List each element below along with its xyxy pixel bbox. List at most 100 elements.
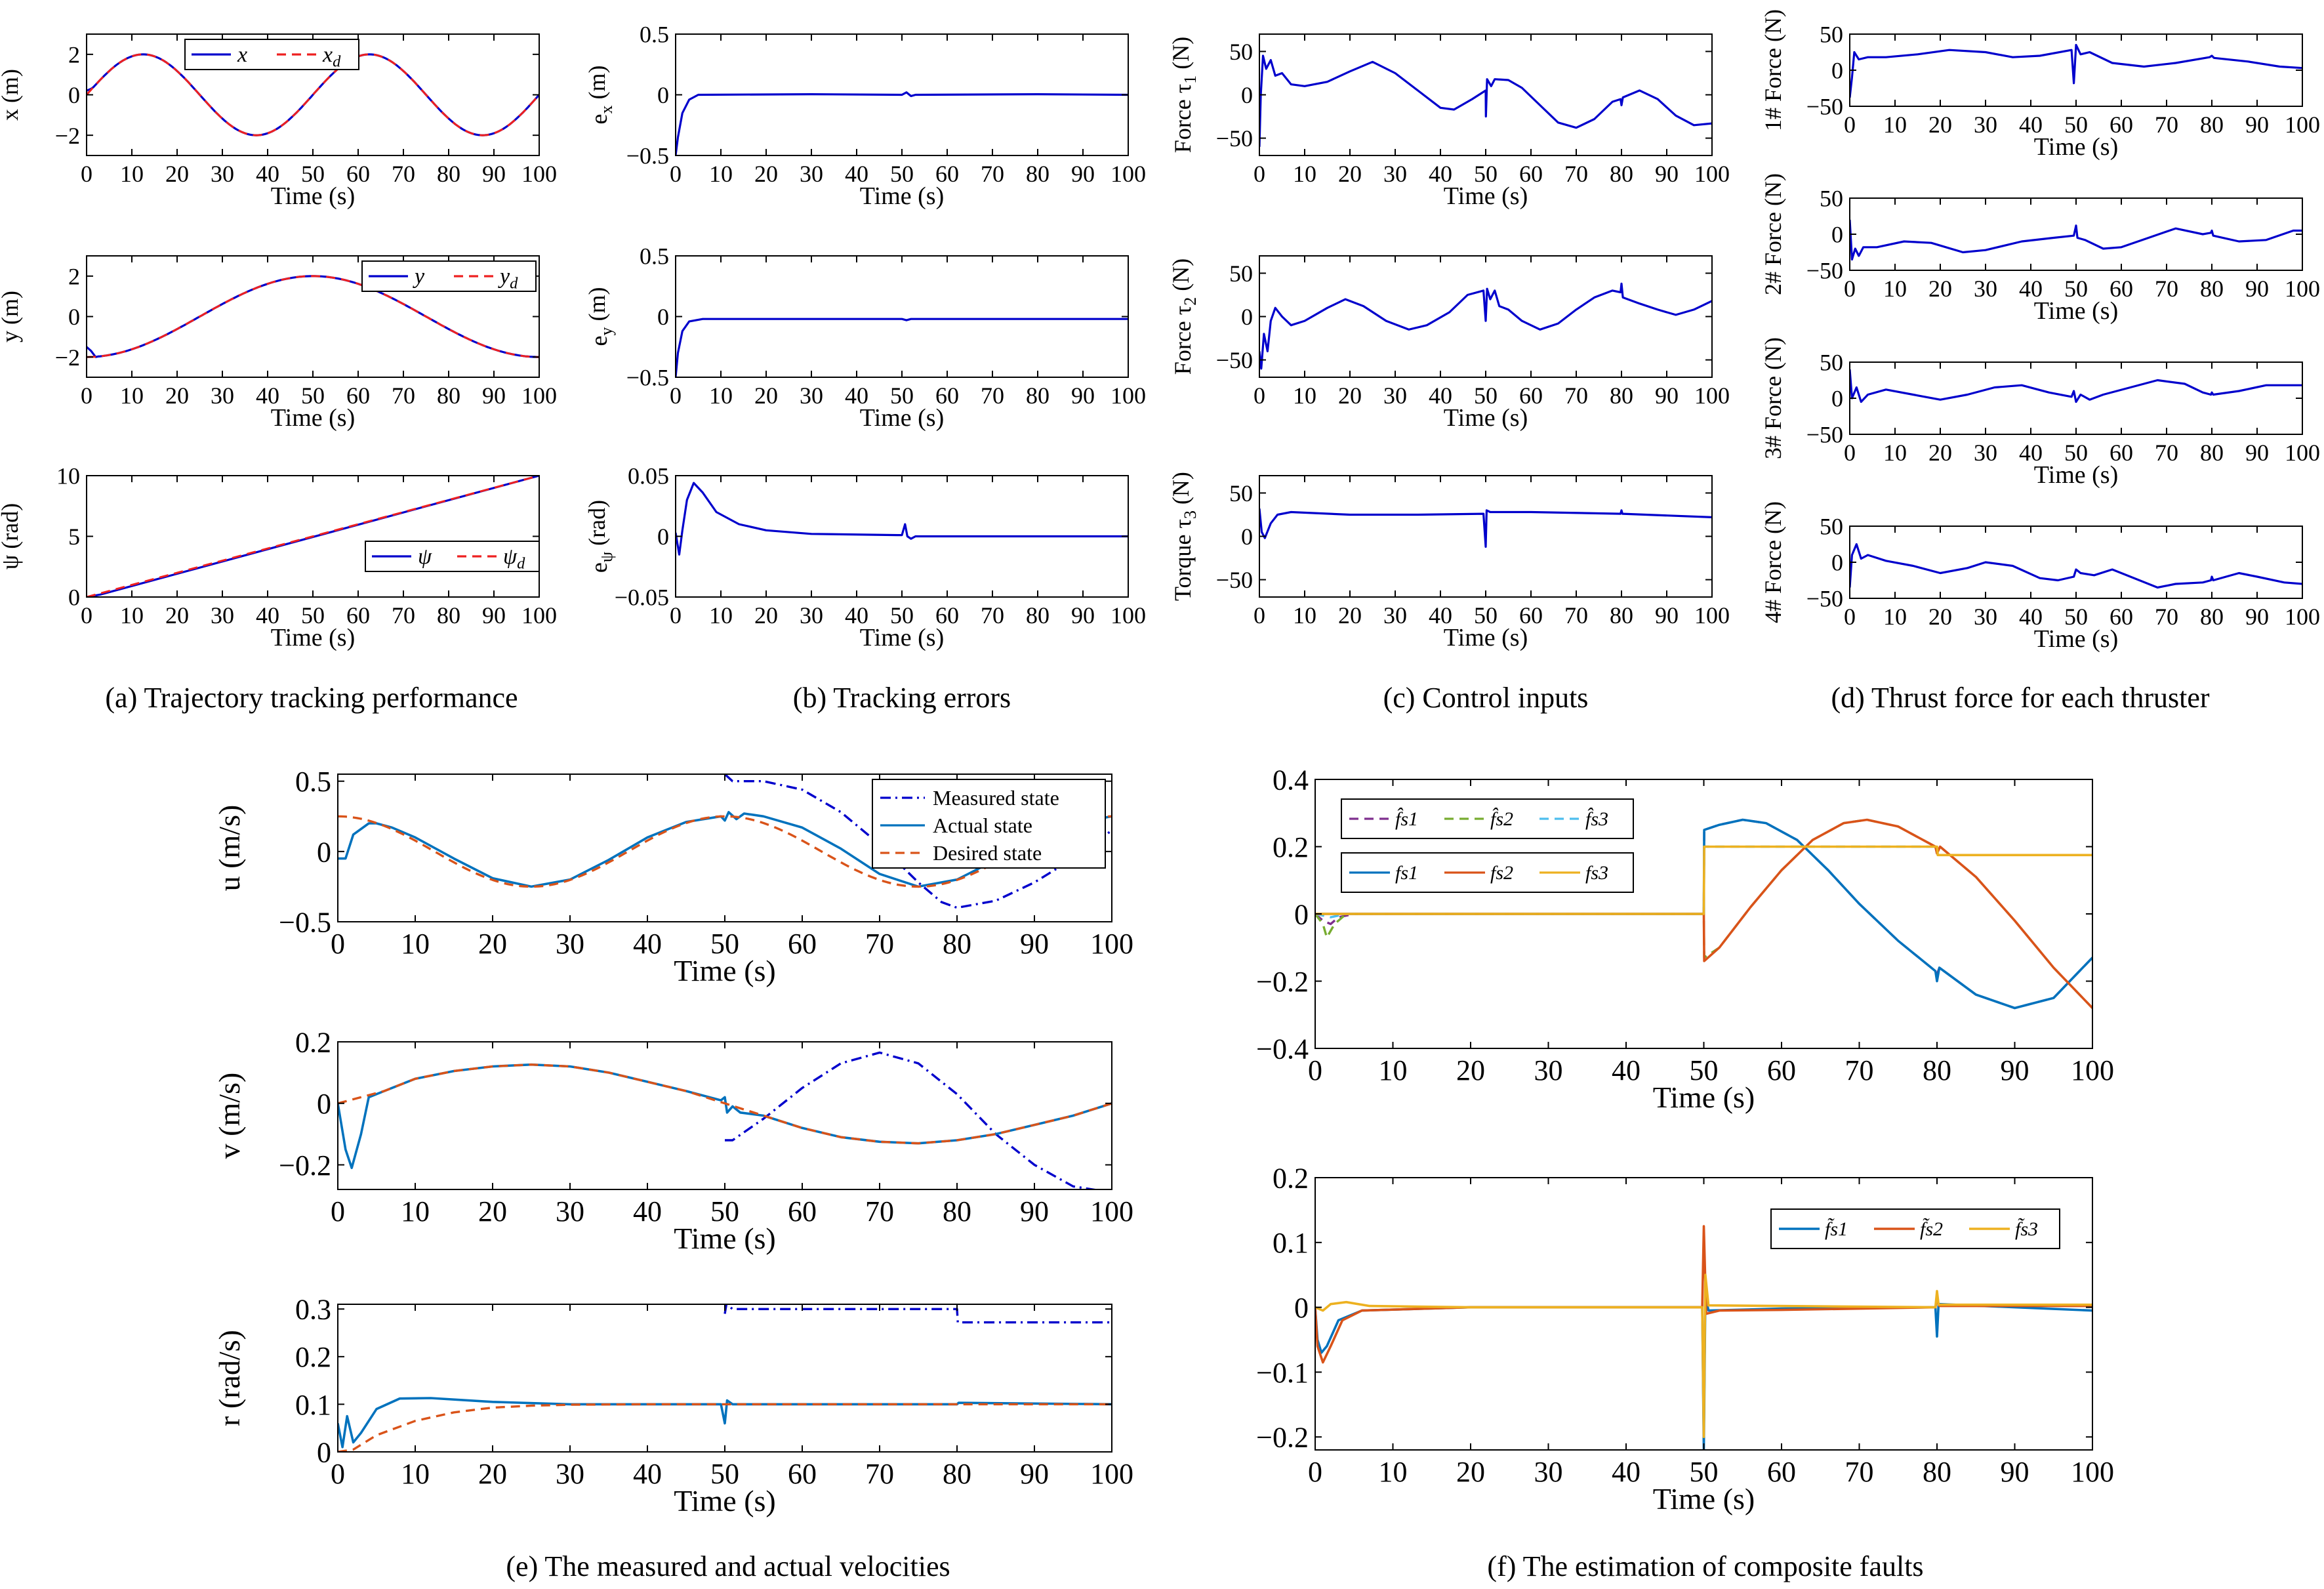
- x-tick-label-a2-0: 0: [81, 382, 92, 409]
- x-tick-label-c3-3: 30: [1383, 602, 1407, 629]
- x-tick-label-b3-5: 50: [890, 602, 914, 629]
- x-tick-label-d2-2: 20: [1928, 276, 1952, 302]
- x-tick-label-b1-8: 80: [1026, 161, 1050, 187]
- x-tick-label-b1-9: 90: [1071, 161, 1095, 187]
- x-tick-label-a1-0: 0: [81, 161, 92, 187]
- x-tick-label-c2-10: 100: [1694, 382, 1730, 409]
- legend-label-f1-0: f̂s1: [1395, 808, 1418, 830]
- x-tick-label-e1-5: 50: [710, 928, 739, 960]
- x-tick-label-e1-8: 80: [943, 928, 971, 960]
- y-tick-label-a3-2: 10: [56, 463, 80, 489]
- y-tick-label-c1-0: −50: [1216, 125, 1253, 152]
- x-axis-label-c2: Time (s): [1444, 404, 1528, 432]
- y-tick-label-b2-2: 0.5: [640, 243, 669, 270]
- x-tick-label-c3-9: 90: [1655, 602, 1679, 629]
- x-tick-label-e1-4: 40: [633, 928, 662, 960]
- x-tick-label-e2-7: 70: [865, 1195, 894, 1228]
- x-tick-label-a2-1: 10: [120, 382, 144, 409]
- y-tick-label-e3-0: 0: [317, 1436, 331, 1468]
- x-tick-label-f1-3: 30: [1534, 1054, 1563, 1086]
- chart-f1: 0 10 20 30 40 50 60 70 80 90 100 −0.4 −0.2 0 0.2 0.4 Tim…: [1256, 764, 2114, 1114]
- y-tick-label-d4-0: −50: [1806, 586, 1843, 612]
- x-tick-label-e1-0: 0: [331, 928, 345, 960]
- x-tick-label-f1-7: 70: [1845, 1054, 1874, 1086]
- x-tick-label-c2-3: 30: [1383, 382, 1407, 409]
- x-tick-label-f2-4: 40: [1612, 1456, 1641, 1488]
- x-tick-label-a2-3: 30: [211, 382, 234, 409]
- y-tick-label-d3-0: −50: [1806, 422, 1843, 448]
- y-tick-label-f1-1: −0.2: [1256, 966, 1309, 998]
- x-tick-label-e3-6: 60: [788, 1458, 817, 1490]
- x-tick-label-d2-6: 60: [2110, 276, 2133, 302]
- x-axis-label-e3: Time (s): [674, 1484, 776, 1517]
- x-axis-label-b3: Time (s): [860, 624, 944, 651]
- y-tick-label-f2-3: 0.1: [1273, 1227, 1309, 1259]
- x-tick-label-d2-8: 80: [2200, 276, 2224, 302]
- x-tick-label-a2-2: 20: [165, 382, 189, 409]
- x-tick-label-c1-9: 90: [1655, 161, 1679, 187]
- y-axis-label-a3: ψ (rad): [0, 503, 23, 569]
- series-line-d2-0: [1850, 219, 2302, 261]
- y-tick-label-b3-0: −0.05: [615, 585, 669, 611]
- x-tick-label-a1-9: 90: [482, 161, 506, 187]
- x-tick-label-e3-9: 90: [1020, 1458, 1049, 1490]
- x-tick-label-b1-2: 20: [754, 161, 778, 187]
- x-tick-label-a2-5: 50: [301, 382, 325, 409]
- x-tick-label-f2-10: 100: [2071, 1456, 2114, 1488]
- x-tick-label-b1-10: 100: [1111, 161, 1146, 187]
- legend-label-f2-0: f̃s1: [1825, 1218, 1848, 1240]
- x-axis-label-a2: Time (s): [271, 404, 355, 432]
- series-line-d1-0: [1850, 43, 2302, 98]
- x-tick-label-b1-1: 10: [709, 161, 733, 187]
- x-tick-label-f2-2: 20: [1456, 1456, 1485, 1488]
- x-tick-label-d4-1: 10: [1883, 604, 1907, 630]
- legend-label-a3-0: ψ: [418, 545, 432, 569]
- x-tick-label-b1-0: 0: [670, 161, 682, 187]
- y-tick-label-c1-1: 0: [1241, 82, 1253, 108]
- x-tick-label-b2-4: 40: [845, 382, 868, 409]
- legend-f2: f̃s1 f̃s2 f̃s3: [1770, 1208, 2060, 1249]
- x-tick-label-b3-3: 30: [800, 602, 823, 629]
- y-tick-label-c2-2: 50: [1229, 260, 1253, 287]
- y-axis-label-a1: x (m): [0, 69, 23, 121]
- x-tick-label-d1-3: 30: [1974, 112, 1997, 138]
- x-tick-label-c2-0: 0: [1254, 382, 1265, 409]
- y-tick-label-e2-0: −0.2: [279, 1149, 331, 1182]
- x-tick-label-d4-5: 50: [2064, 604, 2088, 630]
- x-axis-label-a1: Time (s): [271, 182, 355, 210]
- y-axis-label-d4: 4# Force (N): [1760, 501, 1786, 623]
- y-tick-label-a1-2: 2: [68, 41, 80, 68]
- x-axis-label-e1: Time (s): [674, 954, 776, 987]
- y-tick-label-c3-1: 0: [1241, 524, 1253, 550]
- x-axis-label-d4: Time (s): [2034, 625, 2118, 653]
- x-tick-label-c2-2: 20: [1338, 382, 1362, 409]
- y-tick-label-e2-1: 0: [317, 1088, 331, 1120]
- x-tick-label-d1-7: 70: [2155, 112, 2178, 138]
- y-tick-label-d4-1: 0: [1831, 550, 1843, 576]
- x-tick-label-c1-2: 20: [1338, 161, 1362, 187]
- x-tick-label-f1-6: 60: [1767, 1054, 1796, 1086]
- x-tick-label-c2-6: 60: [1519, 382, 1543, 409]
- x-tick-label-c3-5: 50: [1474, 602, 1498, 629]
- y-tick-label-c2-1: 0: [1241, 304, 1253, 330]
- x-axis-label-d2: Time (s): [2034, 297, 2118, 325]
- y-tick-label-c3-0: −50: [1216, 567, 1253, 593]
- y-axis-label-d2: 2# Force (N): [1760, 173, 1786, 295]
- legend-label-f1-4: fs2: [1490, 862, 1513, 884]
- x-tick-label-a3-7: 70: [392, 602, 415, 629]
- y-axis-label-e2: v (m/s): [213, 1073, 246, 1159]
- series-line-e1-2: [338, 815, 1112, 888]
- x-tick-label-b1-7: 70: [981, 161, 1004, 187]
- y-tick-label-b3-1: 0: [657, 524, 669, 550]
- y-tick-label-a1-1: 0: [68, 82, 80, 108]
- x-tick-label-d3-6: 60: [2110, 440, 2133, 466]
- x-tick-label-f1-2: 20: [1456, 1054, 1485, 1086]
- y-tick-label-e1-0: −0.5: [279, 906, 331, 938]
- x-tick-label-b3-4: 40: [845, 602, 868, 629]
- x-tick-label-c1-1: 10: [1293, 161, 1316, 187]
- series-line-c2-0: [1259, 282, 1712, 370]
